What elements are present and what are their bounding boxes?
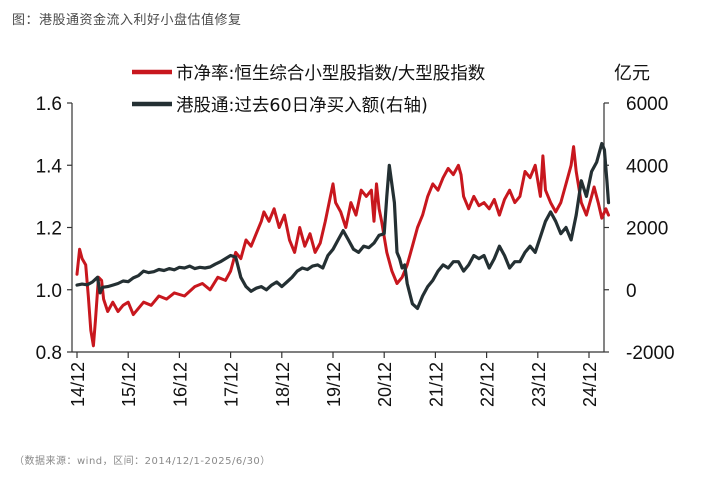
x-tick-label: 23/12 [529, 362, 549, 407]
right-tick-label: 0 [626, 281, 637, 302]
legend: 市净率:恒生综合小型股指数/大型股指数 港股通:过去60日净买入额(右轴) [132, 64, 485, 116]
figure-title: 图：港股通资金流入利好小盘估值修复 [12, 13, 242, 28]
series-line-southbound-flow [75, 141, 611, 310]
x-tick-label: 21/12 [426, 362, 446, 407]
x-tick-label: 18/12 [273, 362, 293, 407]
right-axis-unit: 亿元 [614, 63, 650, 84]
legend-label-pb-ratio: 市净率:恒生综合小型股指数/大型股指数 [176, 64, 485, 84]
x-tick-label: 20/12 [375, 362, 395, 407]
left-tick-label: 1.4 [36, 156, 63, 177]
x-tick-label: 16/12 [170, 362, 190, 407]
axes-layer [67, 102, 609, 358]
x-tick-label: 14/12 [68, 362, 88, 407]
x-tick-label: 15/12 [119, 362, 139, 407]
x-tick-label: 24/12 [580, 362, 600, 407]
x-tick-label: 17/12 [222, 362, 242, 407]
figure-source-note: （数据来源：wind，区间：2014/12/1-2025/6/30） [14, 456, 271, 467]
left-tick-label: 1.2 [36, 219, 62, 240]
tick-layer: 0.8 1.0 1.2 1.4 1.6 -2000 0 2000 4000 6000 14/12 15… [36, 94, 675, 407]
x-tick-label: 22/12 [478, 362, 498, 407]
right-tick-label: 6000 [626, 94, 668, 115]
right-tick-label: 2000 [626, 219, 668, 240]
left-tick-label: 0.8 [36, 343, 62, 364]
left-tick-label: 1.0 [36, 281, 62, 302]
left-tick-label: 1.6 [36, 94, 62, 115]
right-tick-label: -2000 [626, 343, 675, 364]
legend-label-southbound-flow: 港股通:过去60日净买入额(右轴) [176, 96, 428, 116]
series-line-pb-ratio [75, 145, 610, 348]
right-tick-label: 4000 [626, 156, 668, 177]
x-tick-label: 19/12 [324, 362, 344, 407]
series-layer [75, 141, 611, 348]
